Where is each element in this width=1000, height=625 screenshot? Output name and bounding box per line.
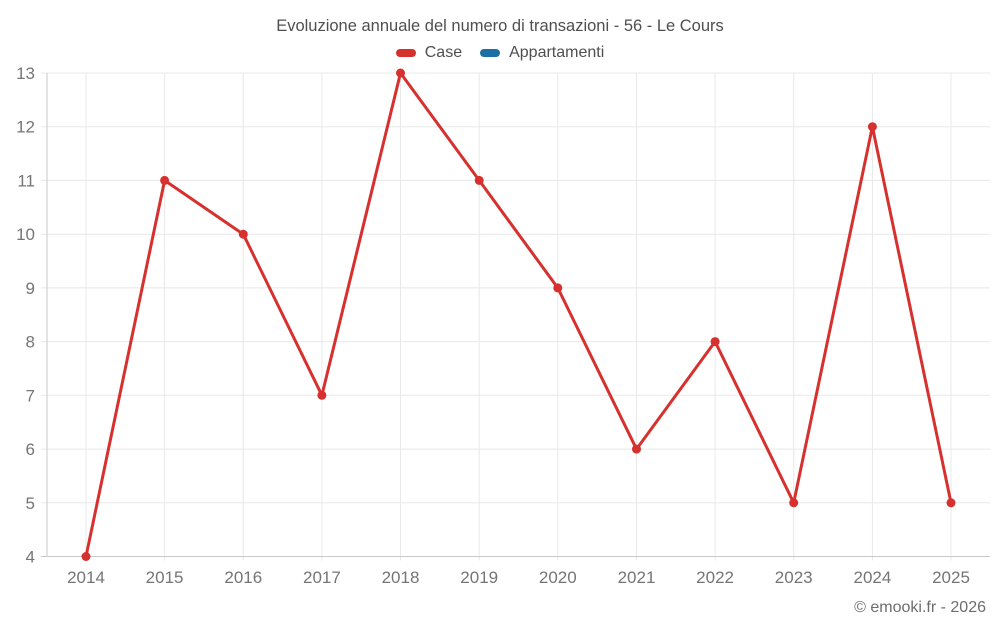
case-point[interactable] <box>789 498 799 508</box>
x-tick-label: 2019 <box>460 568 498 587</box>
case-point[interactable] <box>474 175 484 185</box>
appartamenti-legend-swatch <box>480 49 501 57</box>
x-tick-label: 2025 <box>932 568 970 587</box>
case-line <box>84 71 953 558</box>
y-tick-label: 13 <box>16 64 35 83</box>
case-point[interactable] <box>81 552 91 561</box>
x-tick-label: 2020 <box>539 568 577 587</box>
case-legend-swatch <box>395 49 416 57</box>
case-point[interactable] <box>946 498 956 508</box>
y-tick-label: 11 <box>17 171 35 190</box>
case-legend-label: Case <box>424 44 463 61</box>
x-tick-label: 2015 <box>146 568 184 587</box>
case-point[interactable] <box>867 122 877 132</box>
watermark: © emooki.fr - 2026 <box>854 599 986 616</box>
case-point[interactable] <box>632 444 641 454</box>
x-tick-label: 2023 <box>775 568 813 587</box>
y-tick-label: 10 <box>16 225 35 244</box>
y-tick-label: 8 <box>26 333 35 352</box>
case-point[interactable] <box>710 337 720 347</box>
y-tick-label: 6 <box>26 440 35 459</box>
x-tick-label: 2022 <box>696 568 734 587</box>
y-tick-label: 4 <box>26 548 35 567</box>
x-tick-label: 2024 <box>853 568 891 587</box>
x-tick-label: 2018 <box>382 568 420 587</box>
x-tick-label: 2021 <box>618 568 656 587</box>
x-tick-label: 2016 <box>224 568 262 587</box>
chart-title: Evoluzione annuale del numero di transaz… <box>276 17 724 35</box>
case-point[interactable] <box>238 229 248 239</box>
legend: Case Appartamenti <box>0 44 1000 62</box>
y-tick-label: 7 <box>26 386 35 405</box>
appartamenti-legend-label: Appartamenti <box>509 44 605 61</box>
case-point[interactable] <box>160 175 170 185</box>
legend-item-appartamenti[interactable]: Appartamenti <box>480 44 604 62</box>
y-tick-label: 5 <box>26 494 35 513</box>
case-point[interactable] <box>396 68 405 78</box>
y-tick-label: 12 <box>16 118 35 137</box>
y-tick-label: 9 <box>26 279 35 298</box>
case-point[interactable] <box>317 390 327 400</box>
legend-item-case[interactable]: Case <box>395 44 463 62</box>
case-point[interactable] <box>553 283 563 293</box>
x-tick-label: 2014 <box>67 568 105 587</box>
x-tick-label: 2017 <box>303 568 341 587</box>
